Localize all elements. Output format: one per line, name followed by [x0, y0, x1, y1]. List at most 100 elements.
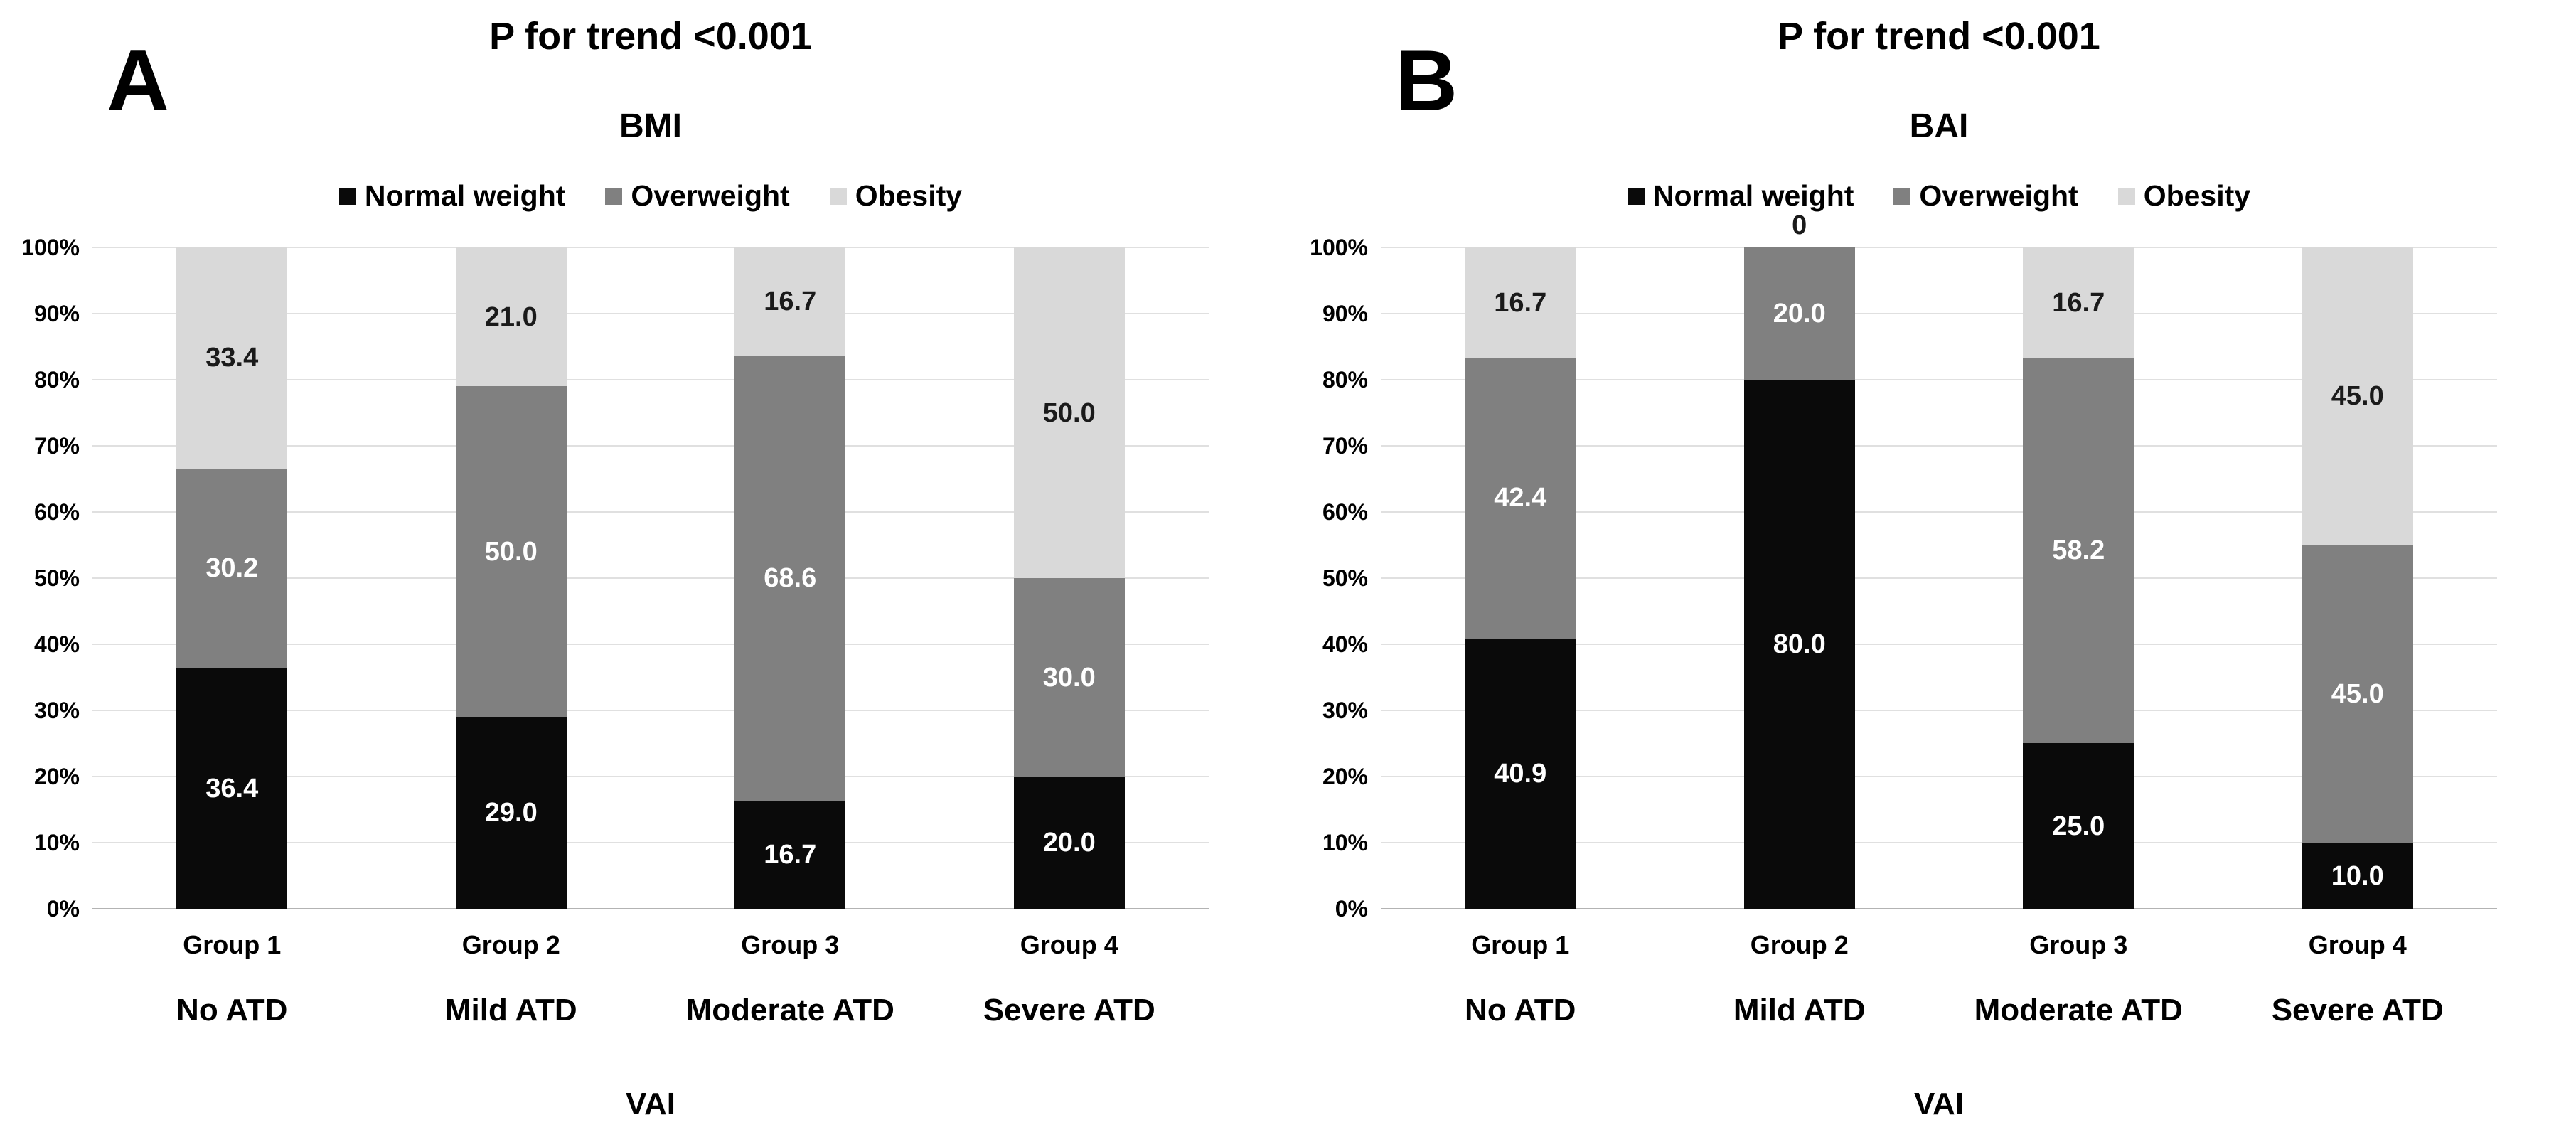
- gridline: [1381, 577, 2497, 579]
- value-label-overweight: 45.0: [2331, 678, 2384, 709]
- legend-label: Overweight: [1919, 179, 2078, 212]
- x-axis-group-labels: Group 1 Group 2 Group 3 Group 4: [1381, 930, 2497, 973]
- segment-obesity: [1013, 247, 1125, 578]
- legend-item-overweight: Overweight: [605, 179, 790, 213]
- value-label-normal-weight: 20.0: [1042, 828, 1096, 858]
- legend-item-normal-weight: Normal weight: [338, 179, 565, 213]
- segment-overweight: [455, 386, 567, 717]
- value-label-normal-weight: 10.0: [2331, 860, 2384, 891]
- chart-subtitle-bai: BAI: [1909, 107, 1969, 145]
- y-tick-label: 20%: [1322, 764, 1368, 789]
- y-tick-label: 40%: [1322, 631, 1368, 657]
- value-label-obesity: 0: [1792, 210, 1807, 240]
- legend-swatch-icon: [338, 187, 356, 205]
- gridline: [1381, 313, 2497, 314]
- gridline: [92, 842, 1209, 843]
- legend: Normal weight Overweight Obesity: [92, 179, 1209, 213]
- legend-item-obesity: Obesity: [829, 179, 963, 213]
- x-tick-label: Group 4: [2308, 930, 2407, 959]
- y-tick-label: 70%: [33, 433, 80, 459]
- gridline: [92, 445, 1209, 447]
- segment-obesity: [2023, 247, 2134, 358]
- value-label-normal-weight: 16.7: [764, 839, 817, 870]
- x-axis-line: [92, 908, 1209, 909]
- panel-bai: B P for trend <0.001 BAI Normal weight Ov…: [1288, 0, 2576, 1147]
- value-label-normal-weight: 80.0: [1773, 629, 1826, 659]
- segment-overweight: [1465, 358, 1576, 639]
- value-label-overweight: 42.4: [1494, 483, 1547, 513]
- y-tick-label: 40%: [33, 631, 80, 657]
- gridline: [92, 710, 1209, 711]
- legend-label: Obesity: [855, 179, 963, 212]
- gridline: [1381, 379, 2497, 380]
- y-tick-label: 100%: [21, 235, 80, 260]
- x-sublabel-atd: No ATD: [1465, 993, 1576, 1028]
- gridline: [1381, 445, 2497, 447]
- gridline: [92, 577, 1209, 579]
- value-label-normal-weight: 36.4: [205, 773, 259, 804]
- stacked-bar-group-4: 10.0 45.0 45.0: [2302, 247, 2413, 909]
- value-label-obesity: 21.0: [484, 302, 538, 332]
- y-tick-label: 10%: [1322, 830, 1368, 855]
- p-for-trend-title: P for trend <0.001: [1778, 15, 2100, 58]
- segment-obesity: [2302, 247, 2413, 545]
- value-label-overweight: 68.6: [764, 563, 817, 593]
- legend-swatch-icon: [1627, 187, 1645, 205]
- gridline: [92, 313, 1209, 314]
- legend-item-overweight: Overweight: [1893, 179, 2078, 213]
- x-tick-label: Group 2: [1750, 930, 1849, 959]
- value-label-obesity: 33.4: [205, 343, 259, 373]
- legend-label: Overweight: [631, 179, 790, 212]
- y-tick-label: 80%: [1322, 367, 1368, 393]
- panel-bmi: A P for trend <0.001 BMI Normal weight Ov…: [21, 15, 1209, 1121]
- panel-letter-a: A: [107, 32, 170, 129]
- x-axis-title: VAI: [625, 1087, 676, 1121]
- x-axis-group-labels: Group 1 Group 2 Group 3 Group 4: [92, 930, 1209, 973]
- value-label-normal-weight: 40.9: [1494, 758, 1547, 789]
- x-sublabel-atd: Mild ATD: [1733, 993, 1866, 1028]
- value-label-normal-weight: 29.0: [484, 798, 538, 828]
- segment-normal-weight: [455, 717, 567, 909]
- y-tick-label: 100%: [1310, 235, 1368, 260]
- gridline: [1381, 511, 2497, 513]
- segment-overweight: [2302, 545, 2413, 843]
- value-label-obesity: 16.7: [2052, 287, 2105, 318]
- x-tick-label: Group 3: [2029, 930, 2128, 959]
- x-sublabel-atd: Moderate ATD: [685, 993, 894, 1028]
- segment-normal-weight: [2302, 843, 2413, 909]
- legend-item-normal-weight: Normal weight: [1627, 179, 1854, 213]
- chart-subtitle-bmi: BMI: [619, 107, 682, 145]
- value-label-overweight: 58.2: [2052, 535, 2105, 566]
- legend-label: Obesity: [2143, 179, 2251, 212]
- value-label-obesity: 45.0: [2331, 381, 2384, 412]
- value-label-normal-weight: 25.0: [2052, 811, 2105, 841]
- y-tick-label: 90%: [1322, 301, 1368, 326]
- panel-letter-b: B: [1395, 32, 1458, 129]
- y-tick-label: 60%: [33, 499, 80, 525]
- gridline: [1381, 710, 2497, 711]
- x-sublabel-atd: Mild ATD: [444, 993, 577, 1028]
- gridline: [1381, 776, 2497, 777]
- segment-overweight: [2023, 358, 2134, 744]
- value-label-obesity: 50.0: [1042, 398, 1096, 428]
- x-axis-atd-labels: No ATD Mild ATD Moderate ATD Severe ATD: [1381, 993, 2497, 1042]
- segment-overweight: [1743, 247, 1855, 380]
- segment-overweight: [176, 468, 288, 668]
- value-label-overweight: 30.0: [1042, 662, 1096, 693]
- x-sublabel-atd: Moderate ATD: [1974, 993, 2183, 1028]
- segment-obesity: [176, 247, 288, 469]
- legend-swatch-icon: [1893, 187, 1911, 205]
- gridline: [92, 511, 1209, 513]
- segment-normal-weight: [1013, 777, 1125, 909]
- value-label-obesity: 16.7: [764, 287, 817, 317]
- segment-obesity: [1465, 247, 1576, 358]
- segment-obesity: [455, 247, 567, 387]
- legend-swatch-icon: [2117, 187, 2135, 205]
- segment-normal-weight: [176, 668, 288, 909]
- legend-swatch-icon: [605, 187, 623, 205]
- segment-obesity: [734, 247, 846, 356]
- x-tick-label: Group 4: [1020, 930, 1118, 959]
- stacked-bar-group-3: 25.0 58.2 16.7: [2023, 247, 2134, 909]
- gridline: [92, 379, 1209, 380]
